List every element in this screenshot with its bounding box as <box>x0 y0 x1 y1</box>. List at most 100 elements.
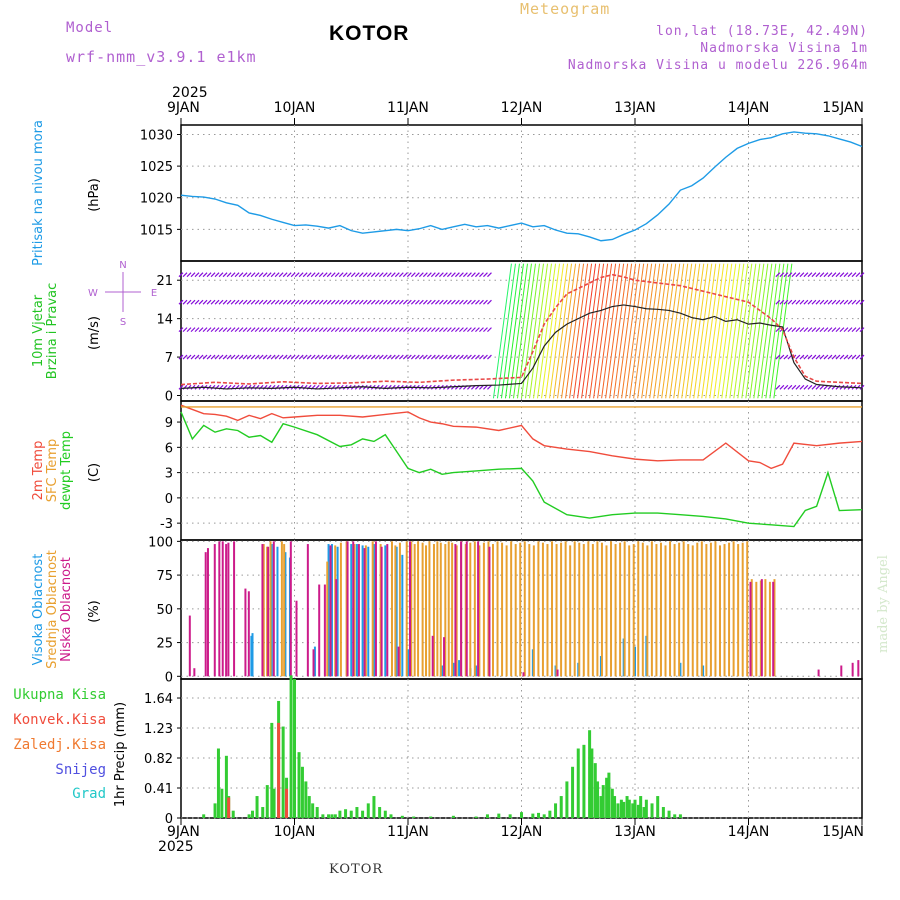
wind-barb <box>458 299 464 305</box>
wind-barb <box>475 299 480 305</box>
wind-barb <box>487 299 492 305</box>
wind-barb <box>218 272 224 278</box>
wind-barb <box>593 263 613 399</box>
wind-barb <box>487 272 492 278</box>
wind-barb <box>483 327 488 333</box>
cloud-bar-0 <box>372 544 375 677</box>
ytick-label-precip: 0.41 <box>144 782 173 797</box>
wind-barb <box>855 354 861 360</box>
wind-barb <box>182 299 188 305</box>
wind-barb <box>314 354 320 360</box>
wind-barb <box>492 263 512 399</box>
xtick-label-precip: 9JAN <box>167 824 200 840</box>
wind-barb <box>210 354 216 360</box>
wind-barb <box>246 299 252 305</box>
series-label-precip: Grad <box>72 786 106 802</box>
precip-bar-0 <box>220 788 224 818</box>
wind-barb <box>390 299 396 305</box>
wind-barb <box>346 354 352 360</box>
wind-barb <box>426 299 432 305</box>
precip-bar-0 <box>554 803 558 818</box>
series-label-cloud: Srednja Oblacnost <box>45 550 60 669</box>
wind-barb <box>851 299 857 305</box>
wind-barb <box>561 263 581 399</box>
ytick-label-precip: 0.82 <box>144 752 173 767</box>
wind-barb <box>250 384 256 390</box>
wind-barb <box>458 354 464 360</box>
wind-barb <box>791 384 797 390</box>
precip-bar-0 <box>548 810 552 818</box>
wind-barb <box>266 272 272 278</box>
ytick-label-pressure: 1015 <box>140 223 173 238</box>
precip-bar-0 <box>216 748 220 818</box>
precip-bar-0 <box>474 816 478 818</box>
wind-barb <box>306 272 312 278</box>
wind-barb <box>246 354 252 360</box>
wind-barb <box>819 327 825 333</box>
wind-barb <box>637 263 657 399</box>
wind-barb <box>791 327 797 333</box>
year-top: 2025 <box>172 85 208 101</box>
cloud-bar-1 <box>610 541 613 677</box>
precip-bar-0 <box>593 763 597 818</box>
precip-bar-0 <box>508 814 512 818</box>
cloud-bar-1 <box>700 541 703 677</box>
wind-barb <box>306 299 312 305</box>
cloud-bar-1 <box>587 541 590 677</box>
cloud-bar-2 <box>306 544 309 677</box>
wind-barb <box>382 272 388 278</box>
cloud-bar-1 <box>755 581 758 677</box>
wind-barb <box>274 327 280 333</box>
wind-barb <box>811 327 817 333</box>
precip-bar-0 <box>631 803 635 818</box>
temperature-series-2-line <box>180 411 863 528</box>
ytick-label-pressure: 1025 <box>140 160 173 175</box>
wind-barb <box>334 384 340 390</box>
xtick-label-precip: 12JAN <box>501 824 543 840</box>
wind-barb <box>214 272 220 278</box>
wind-barb <box>186 299 192 305</box>
pressure-series-0-line <box>180 131 863 242</box>
wind-barb <box>302 327 308 333</box>
wind-barb <box>775 327 781 333</box>
wind-barb <box>242 272 248 278</box>
precip-bar-0 <box>307 796 311 818</box>
cloud-bar-1 <box>723 544 726 677</box>
wind-barb <box>847 272 853 278</box>
wind-barb <box>202 327 208 333</box>
cloud-bar-2 <box>221 541 224 677</box>
wind-barb <box>458 327 464 333</box>
wind-barb <box>326 327 332 333</box>
wind-barb <box>454 354 460 360</box>
wind-barb <box>831 354 837 360</box>
wind-barb <box>835 299 841 305</box>
cloud-bar-1 <box>417 541 420 677</box>
wind-barb <box>330 327 336 333</box>
precip-bar-0 <box>625 796 629 818</box>
wind-barb <box>314 299 320 305</box>
wind-barb <box>294 327 300 333</box>
precip-bar-0 <box>636 804 640 818</box>
footer-station: KOTOR <box>329 862 384 877</box>
wind-barb <box>230 327 236 333</box>
cloud-bar-2 <box>817 669 820 677</box>
wind-barb <box>787 327 793 333</box>
cloud-bar-2 <box>522 672 525 677</box>
cloud-bar-1 <box>578 542 581 677</box>
cloud-bar-1 <box>447 541 450 677</box>
cloud-bar-0 <box>395 546 398 677</box>
wind-barb <box>382 354 388 360</box>
precip-bar-0 <box>619 799 623 818</box>
wind-barb <box>462 327 468 333</box>
wind-barb <box>557 263 577 399</box>
wind-barb <box>346 299 352 305</box>
cloud-bar-2 <box>233 541 236 677</box>
wind-barb <box>270 327 276 333</box>
wind-barb <box>230 272 236 278</box>
wind-barb <box>394 272 400 278</box>
wind-barb <box>512 263 532 399</box>
wind-barb <box>779 354 785 360</box>
wind-barb <box>783 299 789 305</box>
cloud-bar-1 <box>326 561 329 677</box>
wind-barb <box>745 263 765 399</box>
